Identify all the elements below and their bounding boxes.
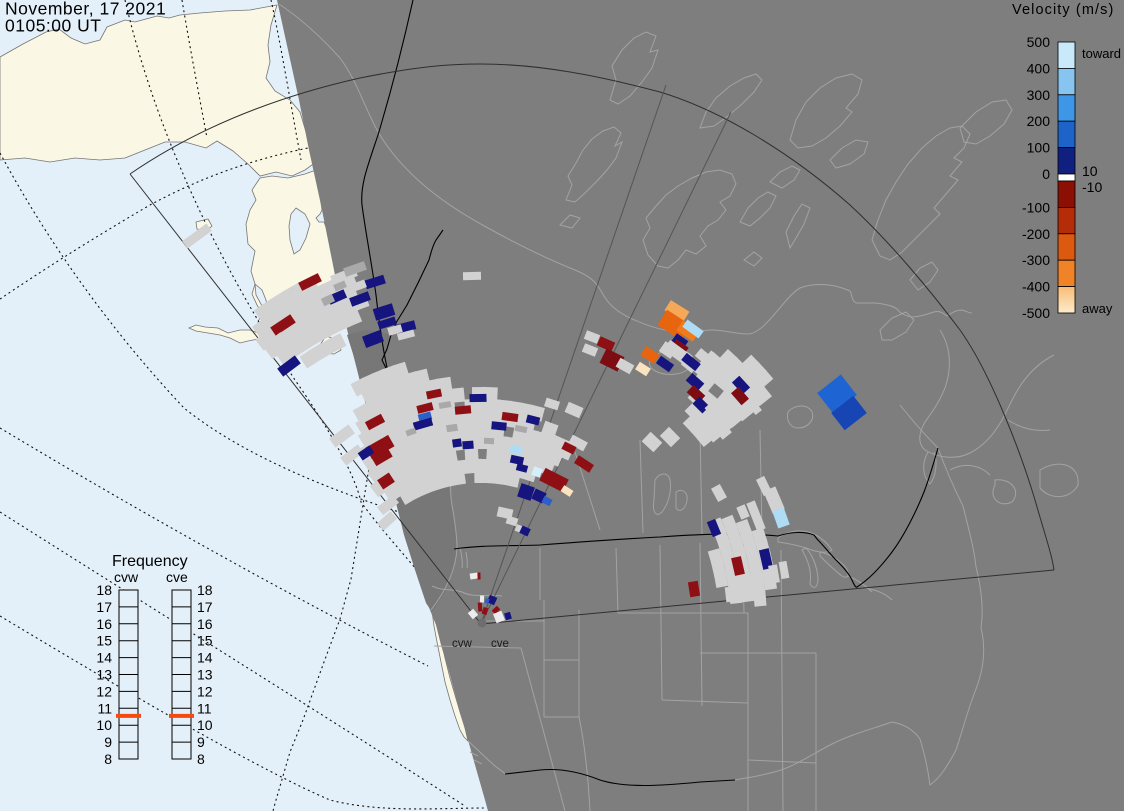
svg-text:500: 500 xyxy=(1027,34,1051,50)
svg-text:-500: -500 xyxy=(1022,305,1050,321)
svg-text:0105:00 UT: 0105:00 UT xyxy=(5,16,101,36)
svg-text:18: 18 xyxy=(197,582,213,598)
svg-text:13: 13 xyxy=(197,667,213,683)
svg-text:15: 15 xyxy=(96,633,112,649)
svg-text:300: 300 xyxy=(1027,87,1051,103)
svg-text:10: 10 xyxy=(1082,163,1098,179)
svg-text:18: 18 xyxy=(96,582,112,598)
svg-text:100: 100 xyxy=(1027,140,1051,156)
svg-text:10: 10 xyxy=(96,717,112,733)
svg-text:-100: -100 xyxy=(1022,199,1050,215)
svg-text:16: 16 xyxy=(96,616,112,632)
svg-text:8: 8 xyxy=(104,751,112,767)
svg-text:17: 17 xyxy=(96,599,112,615)
svg-text:toward: toward xyxy=(1082,46,1121,61)
svg-text:8: 8 xyxy=(197,751,205,767)
svg-text:400: 400 xyxy=(1027,60,1051,76)
svg-text:cvw: cvw xyxy=(114,569,139,585)
svg-text:11: 11 xyxy=(97,700,112,716)
svg-text:200: 200 xyxy=(1027,113,1051,129)
svg-text:-10: -10 xyxy=(1082,179,1102,195)
svg-text:12: 12 xyxy=(96,683,112,699)
svg-text:10: 10 xyxy=(197,717,213,733)
svg-text:11: 11 xyxy=(197,700,212,716)
svg-text:0: 0 xyxy=(1042,166,1050,182)
svg-text:cve: cve xyxy=(491,638,509,650)
svg-text:away: away xyxy=(1082,301,1113,316)
svg-text:14: 14 xyxy=(96,650,112,666)
svg-text:Frequency: Frequency xyxy=(112,553,188,570)
svg-text:13: 13 xyxy=(96,667,112,683)
svg-text:17: 17 xyxy=(197,599,213,615)
svg-text:cvw: cvw xyxy=(452,638,473,650)
svg-text:November, 17 2021: November, 17 2021 xyxy=(5,0,166,19)
svg-text:15: 15 xyxy=(197,633,213,649)
svg-text:9: 9 xyxy=(104,734,112,750)
svg-text:14: 14 xyxy=(197,650,213,666)
svg-text:Velocity (m/s): Velocity (m/s) xyxy=(1012,2,1114,18)
svg-text:cve: cve xyxy=(166,569,188,585)
svg-text:-300: -300 xyxy=(1022,252,1050,268)
svg-text:9: 9 xyxy=(197,734,205,750)
svg-text:-400: -400 xyxy=(1022,279,1050,295)
svg-text:16: 16 xyxy=(197,616,213,632)
svg-text:12: 12 xyxy=(197,683,213,699)
svg-text:-200: -200 xyxy=(1022,226,1050,242)
